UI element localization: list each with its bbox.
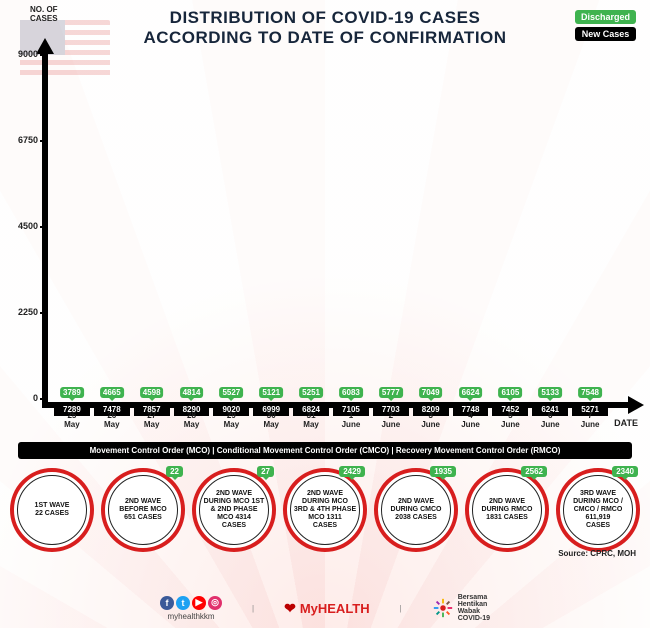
bar-chart: DATE 02250450067509000 7289378925 May747… — [42, 50, 632, 430]
definitions-strip: Movement Control Order (MCO) | Condition… — [18, 442, 632, 459]
wave-bubble: 2562 — [521, 466, 547, 477]
social-handle: myhealthkkm — [167, 612, 214, 621]
burst-icon — [432, 597, 454, 619]
discharged-bubble: 3789 — [60, 387, 84, 398]
x-label: 7 June — [572, 412, 608, 430]
x-label: 1 June — [333, 412, 369, 430]
chart-title: DISTRIBUTION OF COVID-19 CASES ACCORDING… — [0, 8, 650, 47]
x-label: 26 May — [94, 412, 130, 430]
wave-bubble: 2340 — [612, 466, 638, 477]
x-axis-title: DATE — [614, 418, 638, 428]
myhealth-logo: ❤ MyHEALTH — [284, 600, 370, 617]
wave-bubble: 2429 — [339, 466, 365, 477]
discharged-bubble: 7049 — [419, 387, 443, 398]
campaign-text: Bersama Hentikan Wabak COVID-19 — [458, 594, 490, 622]
discharged-bubble: 6105 — [498, 387, 522, 398]
x-label: 31 May — [293, 412, 329, 430]
discharged-bubble: 4665 — [100, 387, 124, 398]
bars-container: 7289378925 May7478466526 May7857459827 M… — [54, 50, 608, 402]
x-label: 6 June — [532, 412, 568, 430]
footer: f t ▶ ◎ myhealthkkm | ❤ MyHEALTH | Bersa… — [0, 594, 650, 622]
wave-text: 2ND WAVE DURING CMCO 2038 CASES — [387, 498, 446, 522]
wave-text: 1ST WAVE 22 CASES — [31, 502, 74, 518]
wave-circle: 2ND WAVE DURING CMCO 2038 CASES 1935 — [374, 468, 458, 552]
x-label: 30 May — [253, 412, 289, 430]
wave-circle: 2ND WAVE DURING MCO 1ST & 2ND PHASE MCO … — [192, 468, 276, 552]
x-label: 4 June — [453, 412, 489, 430]
wave-text: 2ND WAVE DURING RMCO 1831 CASES — [478, 498, 537, 522]
separator: | — [400, 604, 402, 613]
x-label: 5 June — [492, 412, 528, 430]
y-tick: 9000 — [8, 49, 38, 59]
wave-circle: 3RD WAVE DURING MCO / CMCO / RMCO 611,91… — [556, 468, 640, 552]
y-axis-arrow-icon — [36, 38, 54, 54]
discharged-bubble: 7548 — [578, 387, 602, 398]
discharged-bubble: 4598 — [140, 387, 164, 398]
legend: Discharged New Cases — [575, 10, 636, 41]
wave-circle: 2ND WAVE BEFORE MCO 651 CASES 22 — [101, 468, 185, 552]
legend-new-cases: New Cases — [575, 27, 636, 41]
discharged-bubble: 6624 — [459, 387, 483, 398]
source-text: Source: CPRC, MOH — [558, 549, 636, 558]
facebook-icon[interactable]: f — [160, 596, 174, 610]
wave-bubble: 22 — [166, 466, 183, 477]
discharged-bubble: 5133 — [538, 387, 562, 398]
twitter-icon[interactable]: t — [176, 596, 190, 610]
x-label: 29 May — [213, 412, 249, 430]
y-tick: 6750 — [8, 135, 38, 145]
discharged-bubble: 4814 — [180, 387, 204, 398]
y-tick: 0 — [8, 393, 38, 403]
wave-text: 2ND WAVE BEFORE MCO 651 CASES — [115, 498, 170, 522]
separator: | — [252, 604, 254, 613]
y-tick: 2250 — [8, 307, 38, 317]
discharged-bubble: 5777 — [379, 387, 403, 398]
wave-text: 2ND WAVE DURING MCO 1ST & 2ND PHASE MCO … — [200, 490, 269, 530]
wave-circle: 1ST WAVE 22 CASES — [10, 468, 94, 552]
discharged-bubble: 5251 — [299, 387, 323, 398]
wave-bubble: 27 — [257, 466, 274, 477]
x-axis-arrow-icon — [628, 396, 644, 414]
wave-bubble: 1935 — [430, 466, 456, 477]
wave-circle: 2ND WAVE DURING MCO 3RD & 4TH PHASE MCO … — [283, 468, 367, 552]
wave-circles-row: 1ST WAVE 22 CASES 2ND WAVE BEFORE MCO 651… — [10, 468, 640, 552]
wave-text: 2ND WAVE DURING MCO 3RD & 4TH PHASE MCO … — [290, 490, 360, 530]
y-tick: 4500 — [8, 221, 38, 231]
x-label: 25 May — [54, 412, 90, 430]
instagram-icon[interactable]: ◎ — [208, 596, 222, 610]
legend-discharged: Discharged — [575, 10, 636, 24]
title-line2: ACCORDING TO DATE OF CONFIRMATION — [0, 28, 650, 48]
wave-text: 3RD WAVE DURING MCO / CMCO / RMCO 611,91… — [569, 490, 627, 530]
discharged-bubble: 6083 — [339, 387, 363, 398]
infographic-root: NO. OF CASES DISTRIBUTION OF COVID-19 CA… — [0, 0, 650, 628]
wave-circle: 2ND WAVE DURING RMCO 1831 CASES 2562 — [465, 468, 549, 552]
covid-campaign-logo: Bersama Hentikan Wabak COVID-19 — [432, 594, 490, 622]
x-label: 27 May — [134, 412, 170, 430]
social-block: f t ▶ ◎ myhealthkkm — [160, 596, 222, 621]
title-line1: DISTRIBUTION OF COVID-19 CASES — [0, 8, 650, 28]
discharged-bubble: 5121 — [259, 387, 283, 398]
x-label: 28 May — [174, 412, 210, 430]
youtube-icon[interactable]: ▶ — [192, 596, 206, 610]
x-label: 3 June — [413, 412, 449, 430]
x-label: 2 June — [373, 412, 409, 430]
discharged-bubble: 5527 — [219, 387, 243, 398]
y-axis — [42, 50, 48, 408]
